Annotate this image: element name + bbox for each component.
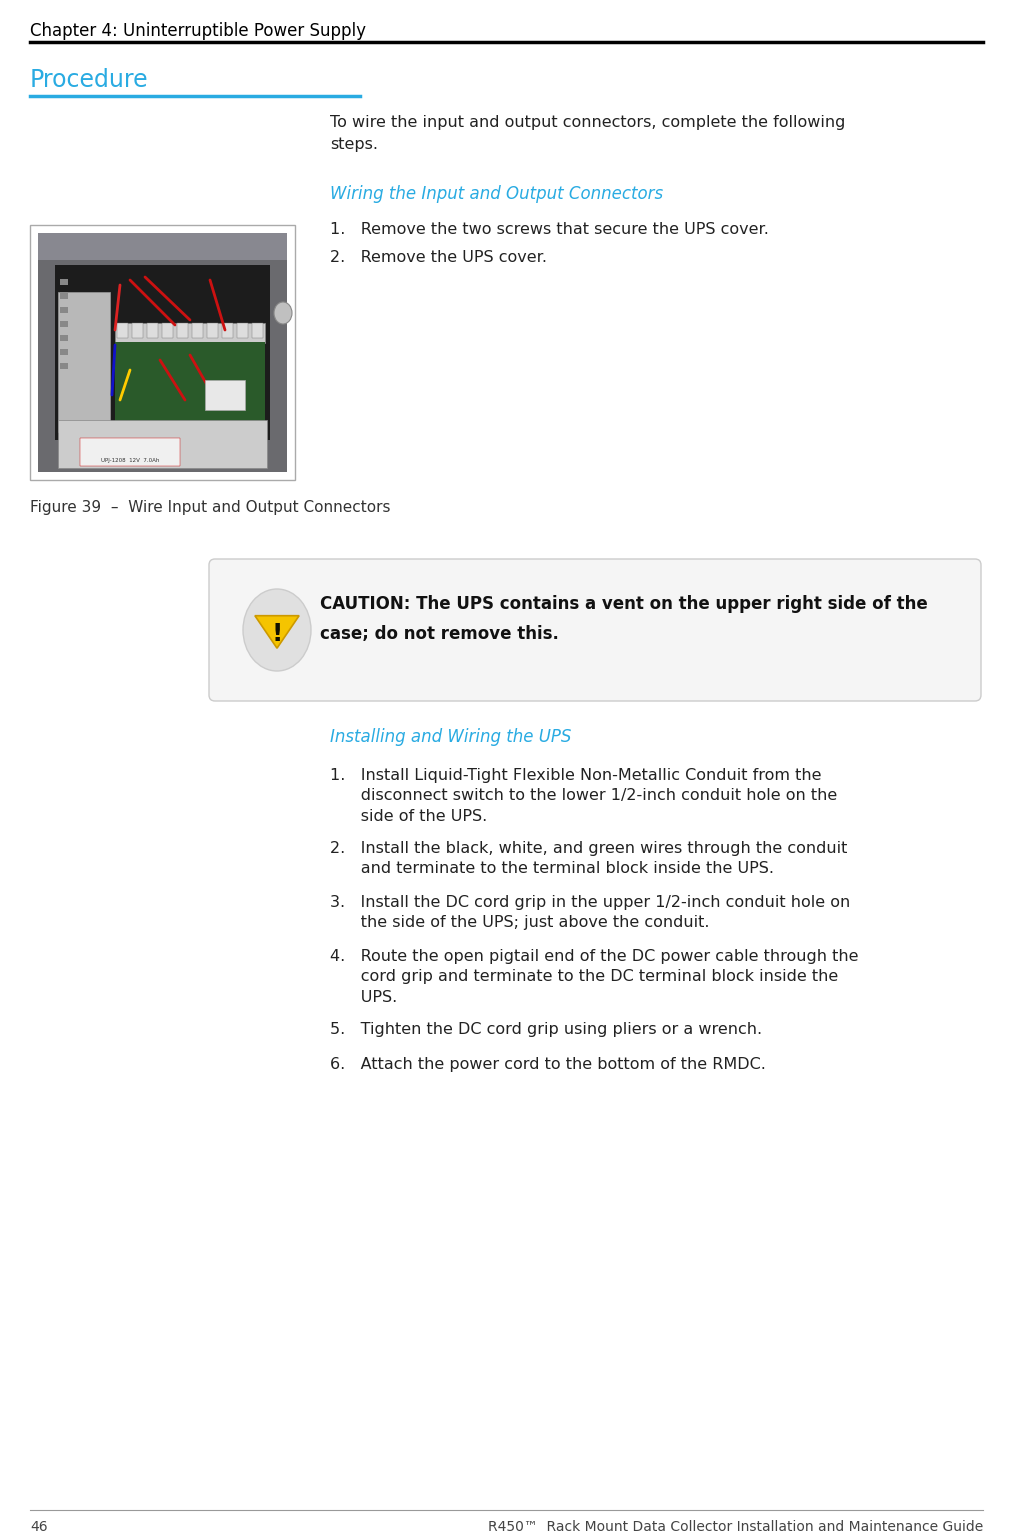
FancyBboxPatch shape bbox=[115, 343, 265, 432]
Text: Wiring the Input and Output Connectors: Wiring the Input and Output Connectors bbox=[330, 184, 664, 203]
Text: 3.   Install the DC cord grip in the upper 1/2-inch conduit hole on
      the si: 3. Install the DC cord grip in the upper… bbox=[330, 895, 850, 931]
FancyBboxPatch shape bbox=[60, 335, 68, 341]
FancyBboxPatch shape bbox=[60, 321, 68, 327]
Text: 4.   Route the open pigtail end of the DC power cable through the
      cord gri: 4. Route the open pigtail end of the DC … bbox=[330, 949, 858, 1005]
FancyBboxPatch shape bbox=[116, 323, 128, 338]
FancyBboxPatch shape bbox=[115, 323, 265, 343]
FancyBboxPatch shape bbox=[38, 233, 287, 260]
FancyBboxPatch shape bbox=[205, 379, 245, 410]
Text: !: ! bbox=[271, 622, 283, 647]
Text: 2.   Install the black, white, and green wires through the conduit
      and ter: 2. Install the black, white, and green w… bbox=[330, 842, 848, 877]
FancyBboxPatch shape bbox=[60, 280, 68, 286]
FancyBboxPatch shape bbox=[60, 293, 68, 300]
FancyBboxPatch shape bbox=[207, 323, 218, 338]
Text: Installing and Wiring the UPS: Installing and Wiring the UPS bbox=[330, 728, 571, 746]
FancyBboxPatch shape bbox=[80, 438, 180, 465]
Text: 46: 46 bbox=[30, 1521, 48, 1534]
FancyBboxPatch shape bbox=[177, 323, 188, 338]
Text: 6.   Attach the power cord to the bottom of the RMDC.: 6. Attach the power cord to the bottom o… bbox=[330, 1057, 766, 1072]
FancyBboxPatch shape bbox=[30, 224, 295, 479]
Text: 1.   Remove the two screws that secure the UPS cover.: 1. Remove the two screws that secure the… bbox=[330, 223, 769, 237]
Text: Procedure: Procedure bbox=[30, 68, 149, 92]
FancyBboxPatch shape bbox=[192, 323, 203, 338]
FancyBboxPatch shape bbox=[58, 419, 267, 468]
Text: R450™  Rack Mount Data Collector Installation and Maintenance Guide: R450™ Rack Mount Data Collector Installa… bbox=[487, 1521, 983, 1534]
FancyBboxPatch shape bbox=[60, 362, 68, 369]
FancyBboxPatch shape bbox=[237, 323, 248, 338]
FancyBboxPatch shape bbox=[58, 292, 110, 432]
FancyBboxPatch shape bbox=[252, 323, 263, 338]
Text: To wire the input and output connectors, complete the following
steps.: To wire the input and output connectors,… bbox=[330, 115, 846, 152]
Text: case; do not remove this.: case; do not remove this. bbox=[320, 625, 559, 644]
Text: 1.   Install Liquid-Tight Flexible Non-Metallic Conduit from the
      disconnec: 1. Install Liquid-Tight Flexible Non-Met… bbox=[330, 768, 838, 823]
FancyBboxPatch shape bbox=[222, 323, 233, 338]
Text: 5.   Tighten the DC cord grip using pliers or a wrench.: 5. Tighten the DC cord grip using pliers… bbox=[330, 1021, 762, 1037]
Ellipse shape bbox=[274, 303, 292, 324]
Text: 2.   Remove the UPS cover.: 2. Remove the UPS cover. bbox=[330, 250, 547, 266]
FancyBboxPatch shape bbox=[162, 323, 173, 338]
FancyBboxPatch shape bbox=[60, 307, 68, 313]
Text: Chapter 4: Uninterruptible Power Supply: Chapter 4: Uninterruptible Power Supply bbox=[30, 22, 366, 40]
Polygon shape bbox=[255, 616, 299, 648]
FancyBboxPatch shape bbox=[38, 233, 287, 472]
FancyBboxPatch shape bbox=[147, 323, 158, 338]
FancyBboxPatch shape bbox=[132, 323, 143, 338]
Text: Figure 39  –  Wire Input and Output Connectors: Figure 39 – Wire Input and Output Connec… bbox=[30, 501, 390, 515]
FancyBboxPatch shape bbox=[55, 266, 270, 439]
Text: UPJ-1208  12V  7.0Ah: UPJ-1208 12V 7.0Ah bbox=[101, 458, 159, 462]
FancyBboxPatch shape bbox=[209, 559, 981, 700]
Text: CAUTION: The UPS contains a vent on the upper right side of the: CAUTION: The UPS contains a vent on the … bbox=[320, 594, 928, 613]
Ellipse shape bbox=[243, 588, 311, 671]
FancyBboxPatch shape bbox=[60, 349, 68, 355]
